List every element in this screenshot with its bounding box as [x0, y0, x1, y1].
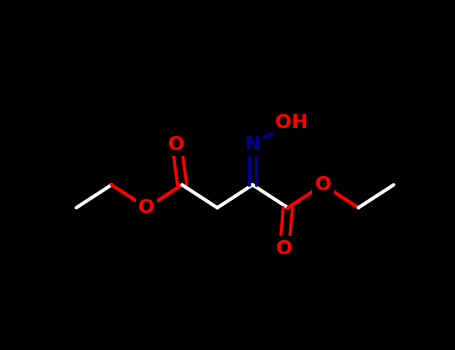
Text: OH: OH [275, 113, 308, 132]
Text: N: N [244, 135, 261, 154]
Text: O: O [276, 239, 293, 258]
Text: O: O [315, 175, 331, 194]
Text: O: O [168, 135, 185, 154]
Text: O: O [138, 198, 155, 217]
